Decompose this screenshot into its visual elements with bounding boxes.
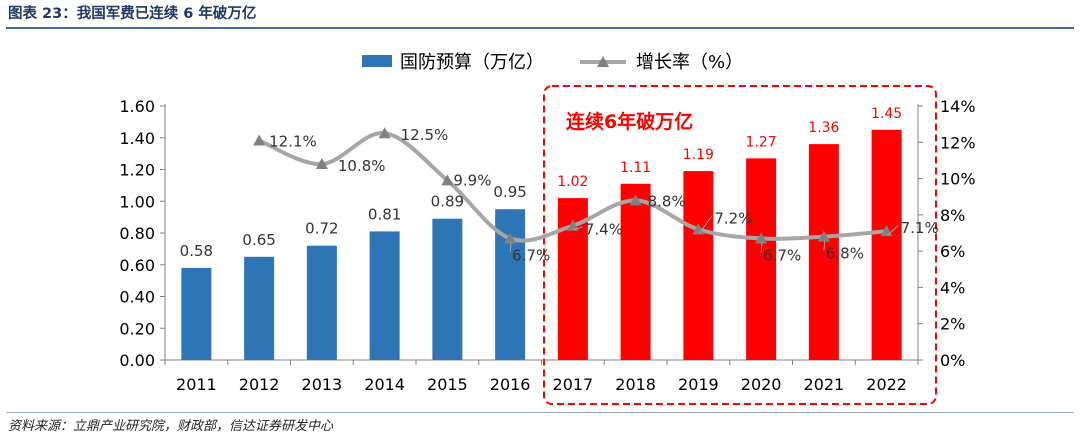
growth-rate-label: 6.8% (826, 245, 864, 263)
y-left-tick-label: 1.60 (119, 97, 155, 116)
x-tick-label: 2022 (866, 375, 907, 394)
growth-label-leader (887, 224, 899, 236)
source-note: 资料来源：立鼎产业研究院，财政部，信达证券研发中心 (8, 419, 334, 434)
growth-rate-marker (692, 223, 705, 235)
growth-rate-label: 12.5% (401, 126, 449, 144)
growth-label-leader (823, 240, 826, 251)
growth-rate-marker (378, 127, 391, 139)
bar (244, 256, 275, 360)
growth-label-leader (573, 226, 584, 231)
y-right-tick-label: 10% (940, 170, 976, 189)
y-left-tick-label: 0.20 (119, 319, 155, 338)
growth-rate-marker (253, 134, 266, 146)
bar-value-label: 1.27 (746, 134, 777, 150)
y-left-tick-label: 0.60 (119, 256, 155, 275)
y-right-tick-label: 12% (940, 133, 976, 152)
growth-rate-label: 7.2% (714, 209, 752, 227)
bar (746, 158, 777, 360)
growth-rate-marker (566, 219, 579, 231)
source-rule (6, 412, 1074, 413)
growth-rate-label: 6.7% (512, 246, 550, 264)
y-right-tick-label: 0% (940, 351, 965, 370)
highlight-frame (543, 85, 937, 405)
growth-rate-marker (817, 230, 830, 242)
growth-rate-label: 10.8% (338, 157, 386, 175)
growth-rate-line (257, 131, 889, 243)
x-tick-label: 2016 (490, 375, 531, 394)
x-tick-label: 2021 (804, 375, 845, 394)
growth-label-leader (760, 242, 763, 253)
y-left-tick-label: 0.00 (119, 351, 155, 370)
y-right-tick-label: 4% (940, 278, 965, 297)
growth-rate-label: 7.1% (901, 219, 939, 237)
growth-rate-label: 8.8% (648, 192, 686, 210)
bar (808, 144, 839, 360)
y-right-tick-label: 2% (940, 315, 965, 334)
legend-line-label: 增长率（%） (636, 52, 743, 73)
x-tick-label: 2013 (302, 375, 343, 394)
bar-value-label: 0.95 (493, 183, 526, 201)
growth-label-leader (509, 242, 512, 253)
bar-value-label: 1.19 (683, 147, 714, 163)
x-tick-label: 2012 (239, 375, 280, 394)
title-rule (6, 27, 1074, 29)
x-tick-label: 2015 (427, 375, 468, 394)
highlight-annotation: 连续6年破万亿 (566, 110, 693, 133)
y-left-tick-label: 1.40 (119, 129, 155, 148)
x-tick-label: 2017 (553, 375, 594, 394)
bar (306, 245, 337, 360)
legend-bar-label: 国防预算（万亿） (400, 52, 544, 73)
bar-value-label: 0.89 (431, 193, 464, 211)
bar (620, 183, 651, 360)
y-right-tick-label: 6% (940, 242, 965, 261)
growth-rate-marker (441, 174, 454, 186)
growth-rate-marker (755, 232, 768, 244)
growth-rate-marker (504, 232, 517, 244)
y-left-tick-label: 0.40 (119, 288, 155, 307)
growth-rate-marker (315, 158, 328, 170)
growth-rate-marker (629, 194, 642, 206)
bar-value-label: 0.58 (180, 242, 213, 260)
bar-value-label: 0.65 (242, 231, 275, 249)
bar-value-label: 1.36 (808, 120, 839, 136)
legend-line-marker (597, 56, 609, 67)
x-tick-label: 2018 (615, 375, 656, 394)
bar (871, 129, 902, 360)
y-left-tick-label: 0.80 (119, 224, 155, 243)
growth-label-leader (698, 215, 713, 234)
legend-bar-swatch (362, 55, 392, 67)
bar-value-label: 0.72 (305, 220, 338, 238)
y-left-tick-label: 1.20 (119, 161, 155, 180)
bar-value-label: 0.81 (368, 205, 401, 223)
bar-value-label: 1.02 (557, 174, 588, 190)
bar-value-label: 1.45 (871, 106, 902, 122)
growth-rate-label: 12.1% (269, 132, 317, 150)
x-tick-label: 2011 (176, 375, 217, 394)
bar (683, 171, 714, 360)
growth-rate-label: 7.4% (585, 221, 623, 239)
bar (181, 267, 212, 360)
y-right-tick-label: 14% (940, 97, 976, 116)
x-tick-label: 2020 (741, 375, 782, 394)
x-tick-label: 2014 (364, 375, 405, 394)
x-tick-label: 2019 (678, 375, 719, 394)
growth-rate-label: 9.9% (453, 171, 491, 189)
budget-growth-chart: 连续6年破万亿 0.00 0.20 0.40 0.60 0.80 1.00 1.20 1.40… (119, 52, 976, 405)
y-right-tick-label: 8% (940, 206, 965, 225)
bar (432, 218, 463, 360)
bar-value-label: 1.11 (620, 160, 651, 176)
chart-title: 图表 23：我国军费已连续 6 年破万亿 (8, 6, 257, 22)
bar (369, 231, 400, 360)
y-left-tick-label: 1.00 (119, 192, 155, 211)
growth-rate-label: 6.7% (763, 246, 801, 264)
